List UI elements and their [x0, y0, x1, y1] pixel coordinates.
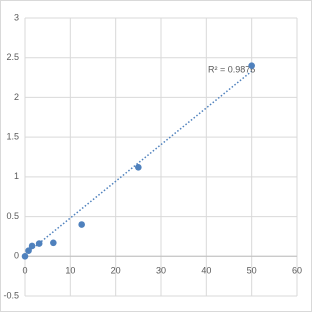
point [135, 164, 142, 171]
x-tick-label: 40 [201, 266, 211, 276]
point [50, 239, 57, 247]
y-tick-label: 3 [14, 12, 19, 22]
point [25, 247, 32, 255]
y-tick-label: 2.5 [6, 52, 19, 62]
x-tick-label: 0 [22, 266, 27, 276]
trendline-annotation: R² = 0.9876 [208, 64, 255, 74]
x-tick-label: 20 [111, 266, 121, 276]
y-tick-label: 0 [14, 251, 19, 261]
point [248, 62, 255, 69]
point [28, 242, 36, 250]
y-tick-label: 0.5 [6, 211, 19, 221]
y-tick-label: -0.5 [3, 290, 19, 300]
x-tick-label: 30 [156, 266, 166, 276]
chart-border [0, 0, 312, 312]
y-tick-label: 1.5 [6, 132, 19, 142]
point [35, 240, 43, 247]
x-tick-label: 50 [247, 266, 257, 276]
point [21, 252, 29, 260]
y-tick-label: 2 [14, 92, 19, 102]
x-tick-label: 10 [65, 266, 75, 276]
y-tick-label: 1 [14, 171, 19, 181]
point [78, 221, 85, 228]
x-tick-label: 60 [292, 266, 302, 276]
